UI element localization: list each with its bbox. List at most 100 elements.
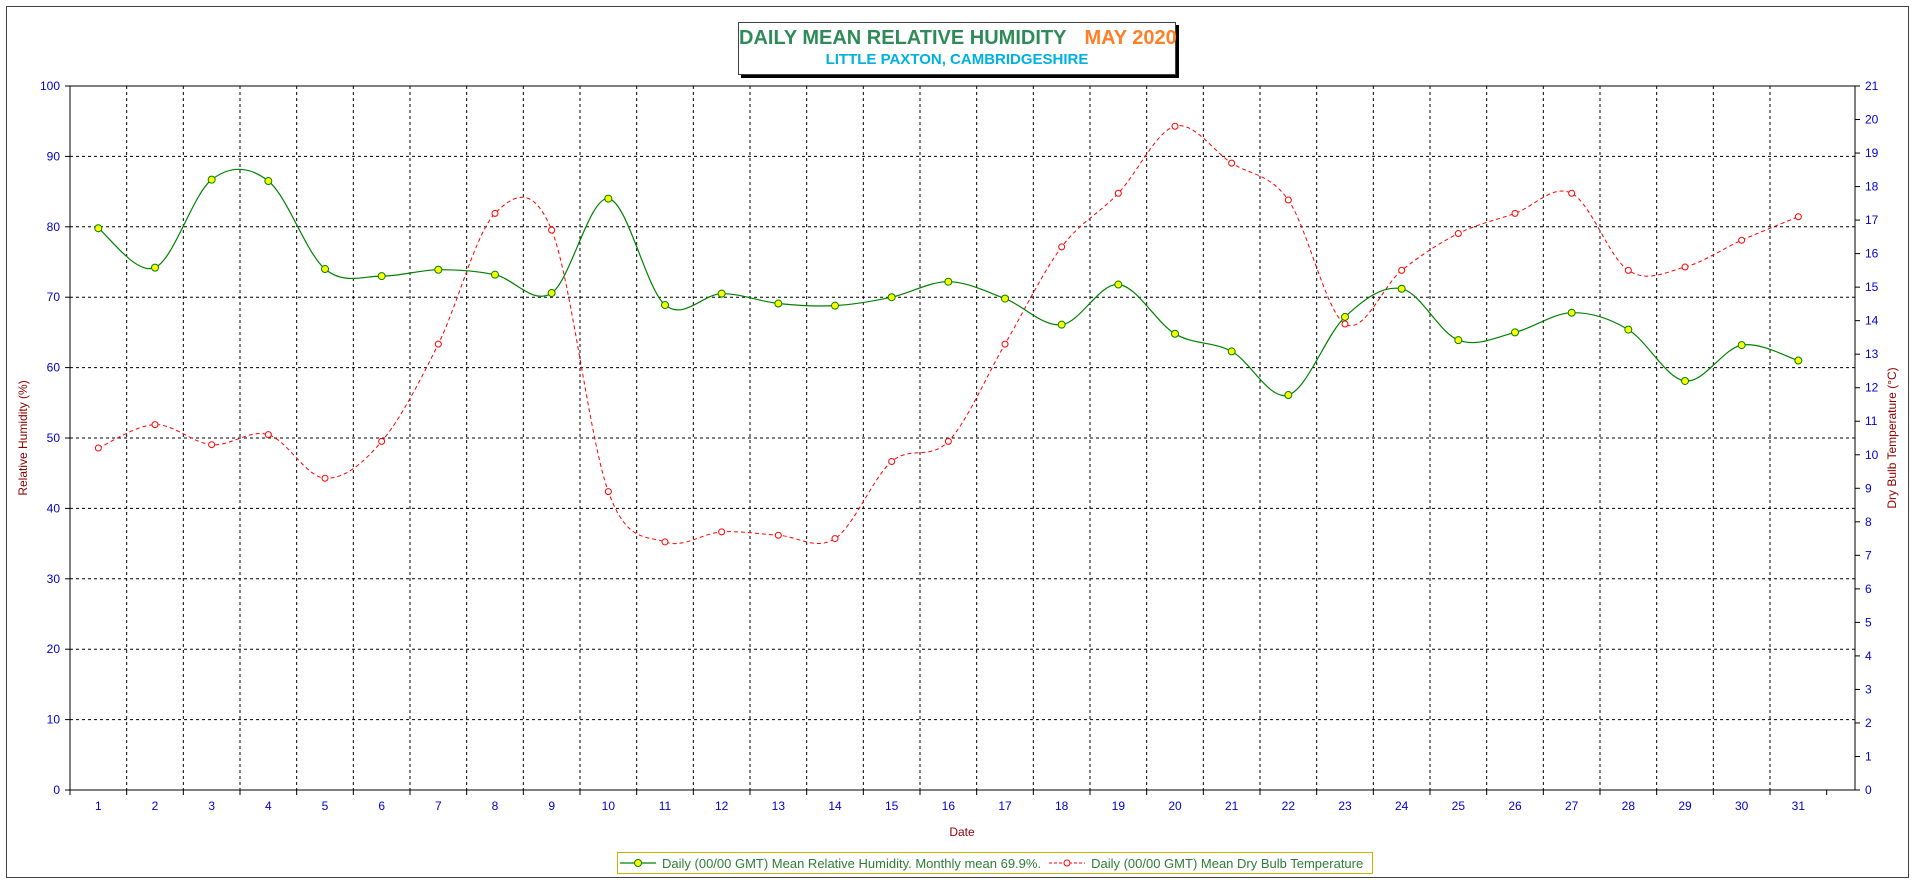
- temperature-point: [1341, 320, 1349, 328]
- temperature-point: [774, 531, 782, 539]
- temperature-points: [94, 122, 1802, 546]
- temperature-point: [1171, 122, 1179, 130]
- humidity-point: [491, 270, 499, 279]
- humidity-point: [1681, 376, 1689, 385]
- y2-tick-label: 8: [1865, 515, 1872, 529]
- x-tick-label: 14: [828, 799, 842, 813]
- temperature-point: [434, 340, 442, 348]
- y-tick-label: 20: [47, 642, 61, 656]
- x-tick-label: 20: [1168, 799, 1182, 813]
- temperature-point: [1058, 243, 1066, 251]
- y2-tick-label: 3: [1865, 682, 1872, 696]
- grid-lines: [70, 86, 1855, 790]
- humidity-point: [717, 289, 726, 298]
- x-tick-label: 10: [602, 799, 616, 813]
- temperature-point: [1568, 189, 1576, 197]
- y2-tick-label: 11: [1865, 414, 1878, 428]
- x-tick-label: 21: [1225, 799, 1239, 813]
- chart-frame: [6, 6, 1909, 878]
- temperature-point: [1284, 196, 1292, 204]
- humidity-point: [434, 265, 443, 274]
- y2-tick-label: 17: [1865, 213, 1879, 227]
- humidity-point: [774, 299, 783, 308]
- x-tick-label: 3: [208, 799, 215, 813]
- humidity-point: [1397, 284, 1406, 293]
- y2-tick-label: 7: [1865, 548, 1872, 562]
- temperature-point: [1228, 159, 1236, 167]
- temperature-point: [94, 444, 102, 452]
- x-tick-label: 2: [152, 799, 159, 813]
- y-tick-label: 90: [47, 149, 61, 163]
- temperature-point: [1794, 213, 1802, 221]
- temperature-point: [661, 538, 669, 546]
- y2-tick-label: 0: [1865, 783, 1872, 797]
- humidity-point: [1737, 341, 1746, 350]
- humidity-point: [377, 272, 386, 281]
- x-tick-label: 7: [435, 799, 442, 813]
- y2-tick-label: 5: [1865, 615, 1872, 629]
- temperature-legend-swatch-icon: [1049, 859, 1086, 867]
- legend-item-humidity: Daily (00/00 GMT) Mean Relative Humidity…: [618, 856, 1041, 871]
- y-tick-label: 40: [47, 501, 61, 515]
- y2-axis-title: Dry Bulb Temperature (°C): [1885, 367, 1899, 508]
- temperature-point: [321, 474, 329, 482]
- y2-tick-label: 20: [1865, 113, 1879, 127]
- y-tick-label: 0: [53, 783, 60, 797]
- y-tick-label: 10: [47, 713, 61, 727]
- x-axis: 1 2 3 4 5 6 7 8 9 10 11 12 13 14 15 16 17 18 19 20 21 22 23 24 2…: [69, 790, 1828, 813]
- x-tick-label: 4: [265, 799, 272, 813]
- y-tick-label: 70: [47, 290, 61, 304]
- y2-tick-label: 9: [1865, 481, 1872, 495]
- humidity-point: [1794, 356, 1803, 365]
- y-tick-label: 50: [47, 431, 61, 445]
- humidity-point: [1341, 312, 1349, 321]
- y2-tick-label: 10: [1865, 448, 1879, 462]
- humidity-points: [94, 175, 1803, 400]
- temperature-point: [1681, 263, 1689, 271]
- x-tick-label: 5: [322, 799, 329, 813]
- x-tick-label: 24: [1395, 799, 1409, 813]
- temperature-point: [1398, 266, 1406, 274]
- x-tick-label: 27: [1565, 799, 1579, 813]
- humidity-point: [831, 301, 839, 310]
- y2-tick-label: 18: [1865, 180, 1879, 194]
- y2-tick-label: 15: [1865, 280, 1879, 294]
- humidity-point: [1227, 347, 1236, 356]
- temperature-point: [1511, 209, 1519, 217]
- chart-title: DAILY MEAN RELATIVE HUMIDITY: [739, 27, 1067, 49]
- x-tick-label: 23: [1338, 799, 1352, 813]
- temperature-point: [1738, 236, 1746, 244]
- humidity-point: [321, 265, 329, 274]
- humidity-point: [1567, 308, 1576, 317]
- legend-label-humidity: Daily (00/00 GMT) Mean Relative Humidity…: [662, 855, 1042, 871]
- temperature-point: [831, 535, 839, 543]
- temperature-point: [944, 437, 952, 445]
- y-tick-label: 100: [40, 79, 60, 93]
- left-axis: 0 10 20 30 40 50 60 70 80 90 100: [40, 79, 70, 797]
- x-tick-label: 30: [1735, 799, 1749, 813]
- x-axis-title: Date: [949, 825, 975, 839]
- humidity-point: [1001, 294, 1009, 303]
- x-tick-label: 16: [942, 799, 956, 813]
- chart-title-box: DAILY MEAN RELATIVE HUMIDITY MAY 2020 LIT…: [738, 22, 1177, 75]
- humidity-point: [887, 293, 896, 302]
- x-tick-label: 9: [548, 799, 555, 813]
- humidity-point: [94, 224, 103, 233]
- x-tick-label: 22: [1282, 799, 1296, 813]
- y-tick-label: 80: [47, 220, 61, 234]
- x-tick-label: 6: [378, 799, 385, 813]
- humidity-legend-swatch-icon: [620, 859, 656, 867]
- temperature-point: [208, 441, 216, 449]
- humidity-point: [1454, 336, 1463, 345]
- temperature-point: [264, 431, 272, 439]
- y2-tick-label: 21: [1865, 79, 1879, 93]
- humidity-point: [547, 288, 556, 297]
- chart-title-month: MAY 2020: [1084, 27, 1177, 49]
- humidity-point: [661, 300, 669, 309]
- humidity-point: [1057, 320, 1066, 329]
- y2-tick-label: 12: [1865, 381, 1879, 395]
- legend-item-temperature: Daily (00/00 GMT) Mean Dry Bulb Temperat…: [1047, 856, 1363, 871]
- legend-label-temperature: Daily (00/00 GMT) Mean Dry Bulb Temperat…: [1091, 855, 1364, 871]
- chart-subtitle: LITTLE PAXTON, CAMBRIDGESHIRE: [825, 51, 1089, 68]
